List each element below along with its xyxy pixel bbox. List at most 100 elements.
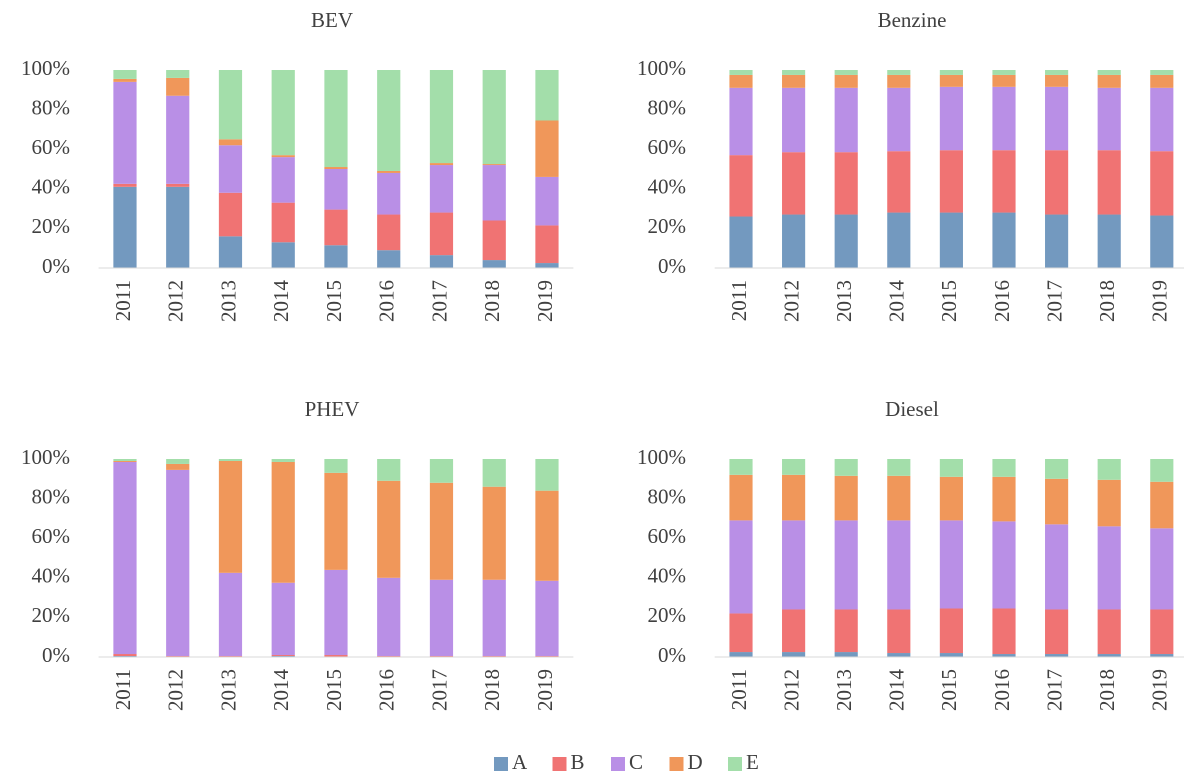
y-tick-label: 40% (32, 564, 71, 588)
bar-segment (782, 87, 806, 153)
x-tick-label: 2011 (727, 669, 751, 710)
bar-segment (271, 655, 295, 657)
bar-segment (1045, 150, 1069, 215)
bar-segment (939, 74, 963, 87)
bar-segment (218, 139, 243, 146)
y-tick-label: 100% (637, 56, 686, 80)
legend-label: B (571, 750, 585, 774)
x-tick-label: 2018 (480, 669, 504, 711)
bar-segment (482, 260, 506, 268)
bar-segment (482, 220, 506, 261)
x-tick-label: 2018 (480, 280, 504, 322)
bar-segment (535, 459, 559, 491)
bar-segment (324, 169, 348, 210)
bar-segment (324, 569, 348, 656)
bar-segment (113, 183, 137, 187)
y-tick-label: 20% (648, 214, 687, 238)
x-tick-label: 2013 (832, 280, 856, 322)
x-tick-label: 2017 (1042, 669, 1066, 711)
bar-segment (1150, 528, 1174, 610)
y-tick-label: 80% (648, 484, 687, 508)
y-tick-label: 0% (658, 254, 686, 278)
y-tick-label: 20% (32, 603, 71, 627)
bar-segment (887, 74, 911, 88)
x-tick-label: 2012 (164, 669, 188, 711)
bar-segment (939, 608, 963, 654)
bar-segment (1045, 214, 1069, 268)
bar-segment (1045, 459, 1069, 479)
bar-segment (1150, 609, 1174, 655)
y-tick-label: 60% (32, 524, 71, 548)
y-tick-label: 0% (42, 254, 70, 278)
bar-segment (377, 214, 401, 251)
x-tick-label: 2014 (269, 669, 293, 712)
bar-segment (992, 654, 1016, 657)
bar-segment (1150, 87, 1174, 152)
bar-segment (992, 74, 1016, 87)
bar-segment (113, 81, 137, 184)
bar-segment (729, 87, 753, 156)
bar-segment (482, 486, 506, 580)
y-tick-label: 40% (648, 564, 687, 588)
bar-segment (887, 475, 911, 521)
bar-segment (535, 120, 559, 177)
bar-segment (271, 70, 295, 156)
bar-segment (1150, 654, 1174, 657)
bar-segment (166, 70, 190, 78)
bar-segment (166, 186, 190, 268)
bar-segment (992, 212, 1016, 268)
legend-label: E (746, 750, 759, 774)
bar-segment (218, 460, 243, 573)
bar-segment (429, 459, 454, 483)
bar-segment (834, 475, 858, 521)
chart-title: PHEV (305, 397, 360, 421)
bar-segment (482, 70, 506, 165)
x-tick-label: 2017 (1042, 280, 1066, 322)
bar-segment (782, 214, 806, 268)
bar-segment (1150, 74, 1174, 88)
bar-segment (324, 655, 348, 657)
bar-segment (729, 459, 753, 475)
y-tick-label: 20% (648, 603, 687, 627)
legend-swatch (669, 757, 684, 771)
bar-segment (271, 582, 295, 656)
legend-swatch (728, 757, 742, 771)
bar-segment (1097, 150, 1121, 215)
bar-segment (324, 472, 348, 570)
bar-segment (1097, 74, 1121, 88)
bar-segment (377, 170, 401, 173)
bar-segment (482, 459, 506, 487)
bar-segment (113, 654, 137, 657)
bar-segment (377, 577, 401, 657)
y-tick-label: 20% (32, 214, 71, 238)
bar-segment (887, 87, 911, 152)
y-tick-label: 100% (21, 445, 70, 469)
y-tick-label: 60% (32, 135, 71, 159)
bar-segment (429, 255, 454, 268)
bar-segment (324, 70, 348, 168)
bar-segment (1150, 151, 1174, 216)
bar-segment (1150, 70, 1174, 75)
legend-swatch (611, 757, 625, 771)
bar-segment (1097, 526, 1121, 610)
y-tick-label: 40% (32, 175, 71, 199)
bar-segment (939, 459, 963, 477)
bar-segment (113, 459, 137, 461)
bar-segment (1045, 524, 1069, 610)
bar-segment (729, 652, 753, 657)
x-tick-label: 2013 (216, 669, 240, 711)
bar-segment (1097, 214, 1121, 268)
x-tick-label: 2015 (937, 280, 961, 322)
bar-segment (113, 460, 137, 462)
bar-segment (535, 225, 559, 264)
bar-segment (324, 209, 348, 246)
bar-segment (535, 580, 559, 657)
bar-segment (887, 609, 911, 654)
x-tick-label: 2012 (779, 669, 803, 711)
bar-segment (1097, 70, 1121, 75)
bar-segment (782, 459, 806, 475)
bar-segment (377, 70, 401, 171)
bar-segment (113, 78, 137, 82)
bar-segment (1045, 86, 1069, 151)
legend-label: A (512, 750, 528, 774)
